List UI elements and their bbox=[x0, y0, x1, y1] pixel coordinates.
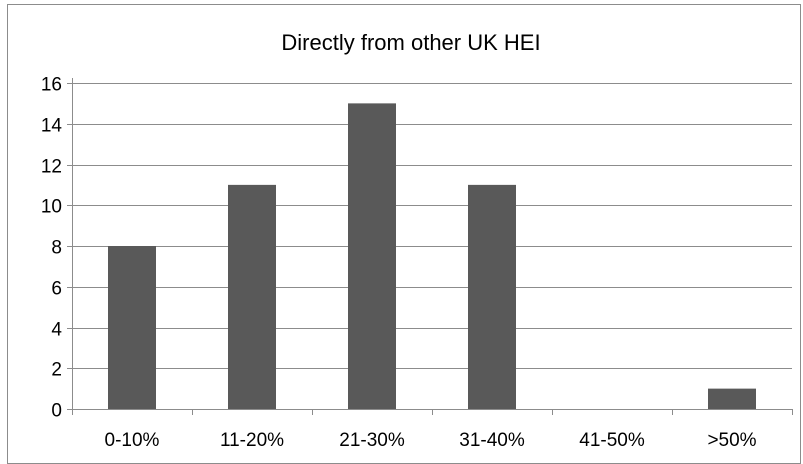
y-tick-label: 16 bbox=[41, 75, 62, 96]
x-tick-label: 11-20% bbox=[220, 430, 284, 451]
x-tick-label: 41-50% bbox=[579, 430, 645, 451]
bar bbox=[228, 184, 276, 409]
bar bbox=[708, 388, 756, 409]
x-tick-label: 21-30% bbox=[339, 430, 405, 451]
axes bbox=[67, 78, 793, 415]
bar bbox=[468, 184, 516, 409]
x-tick-labels: 0-10% 11-20% 21-30% 31-40% 41-50% >50% bbox=[105, 430, 757, 451]
bars bbox=[108, 103, 756, 409]
bar bbox=[348, 103, 396, 409]
y-tick-label: 2 bbox=[51, 360, 62, 381]
x-tick-label: >50% bbox=[707, 430, 756, 451]
y-tick-label: 0 bbox=[51, 401, 62, 422]
x-tick-label: 31-40% bbox=[459, 430, 525, 451]
x-tick-label: 0-10% bbox=[105, 430, 160, 451]
chart-title: Directly from other UK HEI bbox=[281, 30, 540, 55]
y-tick-labels: 0 2 4 6 8 10 12 14 16 bbox=[41, 75, 63, 422]
y-tick-label: 10 bbox=[41, 197, 62, 218]
y-tick-label: 12 bbox=[41, 157, 62, 178]
y-tick-label: 8 bbox=[51, 238, 62, 259]
gridlines bbox=[67, 83, 792, 369]
y-tick-label: 4 bbox=[51, 320, 62, 341]
y-tick-label: 14 bbox=[41, 116, 63, 137]
bar bbox=[108, 246, 156, 409]
y-tick-label: 6 bbox=[51, 279, 62, 300]
